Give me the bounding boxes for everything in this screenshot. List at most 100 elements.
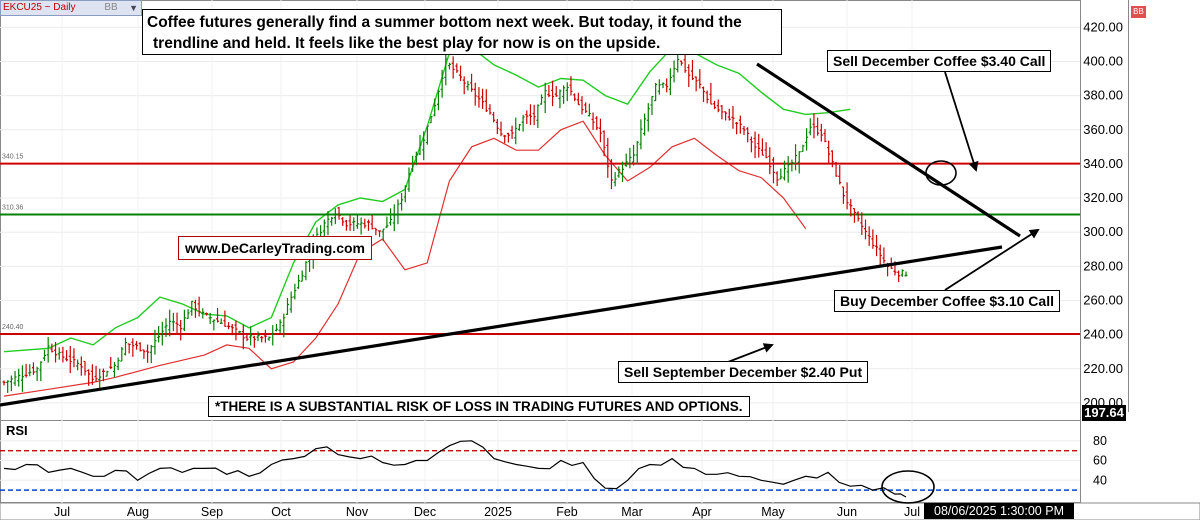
candle-down (135, 341, 139, 350)
time-tick-label: 2025 (484, 505, 512, 519)
buy-call-label: Buy December Coffee $3.10 Call (834, 290, 1060, 312)
candle-down (720, 105, 724, 120)
candle-up (808, 118, 812, 136)
candle-down (65, 350, 69, 362)
candle-up (105, 370, 109, 377)
candle-down (897, 270, 901, 283)
candle-up (267, 336, 271, 341)
candle-down (216, 308, 220, 323)
candle-down (506, 132, 510, 143)
price-tick-label: 380.00 (1083, 88, 1123, 103)
candle-up (639, 119, 643, 150)
candle-down (860, 212, 864, 235)
candle-up (219, 318, 223, 324)
candle-up (355, 214, 359, 229)
candle-down (61, 346, 65, 363)
candle-down (749, 136, 753, 153)
candle-down (193, 299, 197, 318)
candle-down (841, 186, 845, 204)
candle-up (116, 357, 120, 371)
candle-down (716, 99, 720, 113)
candle-down (363, 218, 367, 229)
candle-up (333, 208, 337, 225)
symbol-label: EKCU25 ~ Daily (3, 2, 76, 13)
candle-up (650, 96, 654, 115)
candle-down (764, 142, 768, 159)
candle-up (17, 368, 21, 387)
candle-up (517, 124, 521, 131)
candle-up (657, 79, 661, 95)
candle-up (433, 98, 437, 117)
candle-up (35, 366, 39, 381)
candle-up (801, 144, 805, 153)
candle-up (425, 125, 429, 145)
candle-down (24, 363, 28, 378)
candle-up (381, 228, 385, 242)
candle-down (845, 182, 849, 210)
candle-down (455, 63, 459, 73)
candle-down (109, 357, 113, 370)
candle-up (330, 216, 334, 226)
x-axis-strip (0, 502, 1200, 520)
sell-call-arrow (944, 71, 979, 172)
candle-down (142, 349, 146, 359)
chevron-down-icon[interactable]: ▼ (129, 3, 138, 13)
candle-up (436, 90, 440, 111)
candle-down (473, 82, 477, 106)
buy-call-arrow (944, 228, 1040, 291)
candle-up (624, 153, 628, 167)
candle-up (57, 347, 61, 360)
candle-down (823, 129, 827, 143)
candle-down (175, 312, 179, 334)
candle-up (466, 80, 470, 91)
price-tick-label: 240.00 (1083, 327, 1123, 342)
candle-up (676, 55, 680, 73)
candle-down (731, 105, 735, 129)
candle-down (83, 360, 87, 376)
candle-down (602, 130, 606, 157)
candle-down (179, 319, 183, 341)
candle-up (396, 199, 400, 225)
candle-down (366, 219, 370, 231)
candle-up (543, 82, 547, 114)
symbol-tab[interactable]: EKCU25 ~ Daily BB ▼ (0, 0, 142, 16)
candle-down (687, 64, 691, 88)
sell-put-arrow (727, 343, 774, 363)
candle-up (540, 94, 544, 105)
candle-up (646, 103, 650, 132)
time-tick-label: Mar (621, 505, 643, 519)
sell-put-label: Sell September December $2.40 Put (618, 361, 869, 383)
candle-down (753, 131, 757, 159)
last-price-box: 197.64 (1082, 405, 1126, 421)
candle-up (208, 312, 212, 325)
price-tick-label: 360.00 (1083, 122, 1123, 137)
candle-up (271, 325, 275, 346)
candle-up (149, 344, 153, 364)
top-right-badge[interactable]: BB (1131, 6, 1146, 18)
time-tick-label: Oct (271, 505, 291, 519)
candle-down (492, 111, 496, 123)
candle-up (13, 371, 17, 386)
candle-down (598, 118, 602, 143)
candle-down (230, 323, 234, 336)
candle-up (123, 337, 127, 356)
candle-up (278, 319, 282, 334)
candle-up (76, 359, 80, 371)
candle-up (42, 349, 46, 361)
candle-up (304, 261, 308, 281)
candle-down (87, 369, 91, 386)
time-tick-label: Aug (127, 505, 149, 519)
candle-down (462, 76, 466, 95)
candle-up (256, 331, 260, 342)
candle-up (400, 193, 404, 211)
candle-down (698, 69, 702, 89)
candle-down (705, 90, 709, 104)
candle-up (617, 166, 621, 178)
candle-down (495, 119, 499, 135)
candle-down (525, 110, 529, 124)
headline-line2: trendline and held. It feels like the be… (153, 35, 661, 52)
bollinger-lower-line (3, 120, 807, 397)
candle-up (293, 283, 297, 300)
candle-up (46, 336, 50, 363)
candle-down (451, 56, 455, 79)
